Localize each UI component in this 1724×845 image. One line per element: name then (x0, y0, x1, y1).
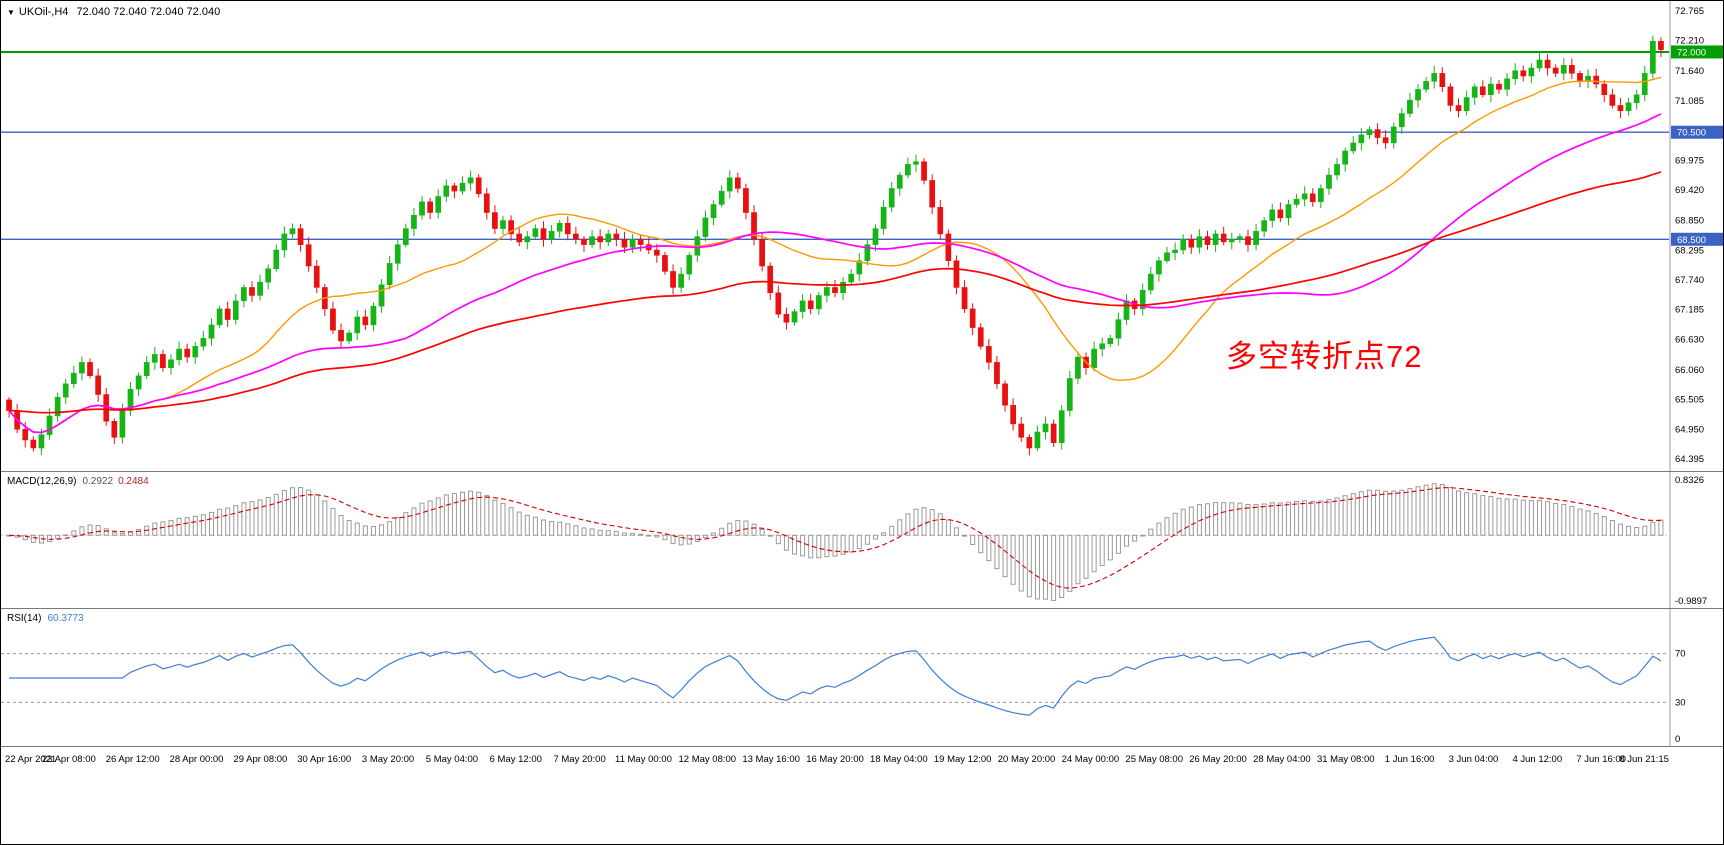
time-axis-label: 30 Apr 16:00 (297, 754, 352, 765)
time-axis-label: 12 May 08:00 (678, 754, 737, 765)
time-axis-label: 3 May 20:00 (361, 754, 415, 765)
time-axis-label: 7 May 20:00 (553, 754, 606, 765)
svg-text:67.740: 67.740 (1675, 275, 1704, 286)
macd-signal-value: 0.2484 (118, 476, 149, 487)
quote-values: 72.040 72.040 72.040 72.040 (76, 6, 221, 18)
time-axis[interactable]: 22 Apr 2021 23 Apr 08:00 26 Apr 12:00 28 Ap… (1, 746, 1723, 844)
svg-text:0.8326: 0.8326 (1675, 475, 1704, 486)
rsi-level-lines (1, 653, 1669, 703)
symbol-timeframe-label: UKOil-,H4 (18, 6, 69, 18)
time-axis-label: 24 May 00:00 (1061, 754, 1120, 765)
price-level-chips: 72.000 70.500 68.500 (1671, 45, 1723, 246)
macd-signal-line (8, 487, 1661, 589)
svg-text:69.975: 69.975 (1675, 155, 1704, 166)
ma-fast-orange-line (8, 76, 1662, 434)
time-axis-label: 13 May 16:00 (742, 754, 800, 765)
svg-text:72.000: 72.000 (1677, 47, 1706, 58)
macd-indicator-panel[interactable]: MACD(12,26,9) 0.2922 0.2484 0.8326 -0.9897 (1, 471, 1724, 609)
macd-chart-canvas[interactable]: 0.8326 -0.9897 (1, 472, 1724, 609)
time-axis-label: 7 Jun 16:00 (1576, 754, 1626, 765)
macd-name: MACD(12,26,9) (7, 476, 77, 487)
rsi-value: 60.3773 (47, 613, 84, 624)
svg-text:67.185: 67.185 (1675, 305, 1704, 316)
svg-text:68.850: 68.850 (1675, 216, 1704, 227)
ma-medium-magenta-line (8, 113, 1662, 434)
time-axis-label: 28 Apr 00:00 (169, 754, 224, 765)
svg-text:69.420: 69.420 (1675, 185, 1704, 196)
time-axis-label: 16 May 20:00 (806, 754, 864, 765)
svg-text:65.505: 65.505 (1675, 395, 1704, 406)
time-axis-label: 22 Apr 2021 (5, 754, 57, 765)
svg-text:70.500: 70.500 (1677, 128, 1706, 139)
rsi-indicator-panel[interactable]: RSI(14) 60.3773 70 30 0 (1, 608, 1724, 747)
time-axis-label: 25 May 08:00 (1125, 754, 1184, 765)
svg-text:66.060: 66.060 (1675, 365, 1704, 376)
macd-label: MACD(12,26,9) 0.2922 0.2484 (7, 476, 149, 487)
svg-text:30: 30 (1675, 697, 1686, 708)
price-axis-labels: 72.765 72.210 71.640 71.085 69.975 69.420 68.8… (1675, 6, 1704, 465)
time-axis-label: 6 May 12:00 (489, 754, 542, 765)
svg-text:71.085: 71.085 (1675, 96, 1704, 107)
time-axis-label: 11 May 00:00 (615, 754, 672, 765)
rsi-label: RSI(14) 60.3773 (7, 613, 84, 624)
ma-slow-red-line (8, 171, 1662, 414)
time-axis-label: 3 Jun 04:00 (1448, 754, 1499, 765)
price-chart-panel[interactable]: ▼ UKOil-,H4 72.040 72.040 72.040 72.040 72… (1, 1, 1724, 471)
time-axis-label: 1 Jun 16:00 (1384, 754, 1435, 765)
time-axis-label: 5 May 04:00 (425, 754, 479, 765)
time-axis-label: 4 Jun 12:00 (1512, 754, 1563, 765)
chart-annotation-text: 多空转折点72 (1226, 339, 1423, 374)
svg-text:68.295: 68.295 (1675, 245, 1704, 256)
time-axis-label: 8 Jun 21:15 (1619, 754, 1669, 765)
svg-text:64.395: 64.395 (1675, 454, 1704, 465)
svg-text:71.640: 71.640 (1675, 66, 1704, 77)
macd-histogram (6, 483, 1664, 601)
rsi-line (9, 636, 1662, 716)
svg-text:70: 70 (1675, 649, 1686, 660)
time-axis-label: 26 May 20:00 (1189, 754, 1247, 765)
macd-main-value: 0.2922 (82, 476, 114, 487)
time-axis-label: 31 May 08:00 (1316, 754, 1375, 765)
svg-text:68.500: 68.500 (1677, 235, 1706, 246)
svg-text:0: 0 (1675, 734, 1680, 745)
macd-axis-labels: 0.8326 -0.9897 (1675, 475, 1707, 607)
horizontal-levels-layer (1, 50, 1669, 240)
collapse-indicator-icon[interactable]: ▼ (7, 8, 15, 17)
chart-title: ▼ UKOil-,H4 72.040 72.040 72.040 72.040 (7, 6, 220, 18)
rsi-axis-labels: 70 30 0 (1675, 649, 1686, 745)
time-axis-label: 19 May 12:00 (933, 754, 992, 765)
candles-layer (6, 35, 1664, 456)
svg-text:72.210: 72.210 (1675, 36, 1704, 47)
rsi-name: RSI(14) (7, 613, 42, 624)
time-axis-label: 26 Apr 12:00 (105, 754, 160, 765)
svg-text:-0.9897: -0.9897 (1675, 596, 1707, 607)
svg-text:64.950: 64.950 (1675, 424, 1704, 435)
time-axis-label: 18 May 04:00 (870, 754, 928, 765)
svg-text:66.630: 66.630 (1675, 334, 1704, 345)
rsi-chart-canvas[interactable]: 70 30 0 (1, 609, 1724, 747)
time-axis-label: 23 Apr 08:00 (41, 754, 96, 765)
candlestick-chart-canvas[interactable]: 72.765 72.210 71.640 71.085 69.975 69.420 68.8… (1, 1, 1724, 471)
svg-text:72.765: 72.765 (1675, 6, 1704, 17)
time-axis-label: 28 May 04:00 (1253, 754, 1311, 765)
time-axis-label: 20 May 20:00 (997, 754, 1056, 765)
time-axis-label: 29 Apr 08:00 (233, 754, 288, 765)
